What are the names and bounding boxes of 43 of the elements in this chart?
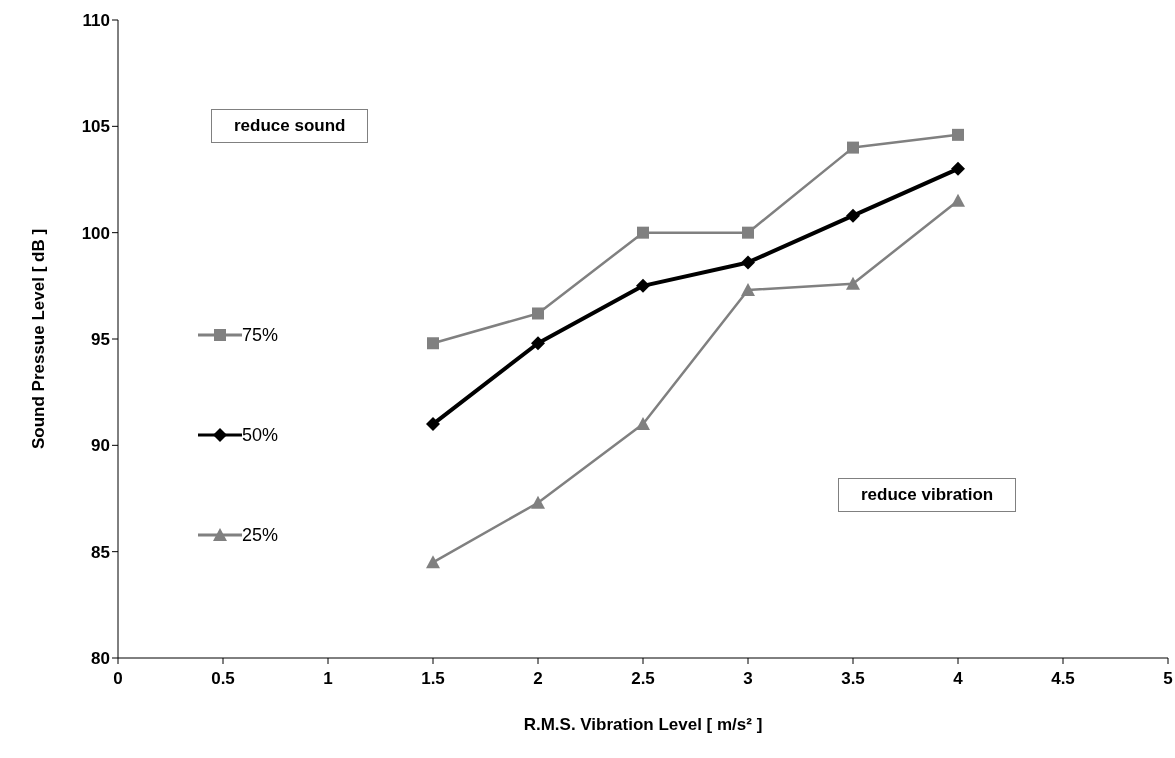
point (636, 417, 650, 431)
x-tick-label: 1.5 (421, 669, 445, 689)
x-tick-label: 4 (953, 669, 964, 689)
point (846, 208, 860, 223)
point (741, 255, 755, 270)
y-tick-label: 105 (81, 117, 110, 137)
point (426, 555, 440, 569)
point (426, 417, 440, 432)
point (531, 336, 545, 351)
point (951, 161, 965, 176)
annotation: reduce sound (211, 109, 369, 143)
point (951, 193, 965, 207)
legend-label: 50% (242, 424, 279, 446)
x-tick-label: 1 (323, 669, 333, 689)
point (531, 495, 545, 509)
x-tick-label: 3 (743, 669, 753, 689)
point (637, 226, 649, 239)
point (741, 283, 755, 297)
annotation: reduce vibration (838, 478, 1017, 512)
x-tick-label: 2 (533, 669, 543, 689)
x-axis-title: R.M.S. Vibration Level [ m/s² ] (523, 715, 763, 734)
point (742, 226, 754, 239)
point (847, 141, 859, 154)
y-tick-label: 90 (91, 436, 110, 456)
point (952, 128, 964, 141)
point (427, 337, 439, 350)
point (532, 307, 544, 320)
x-tick-label: 4.5 (1051, 669, 1075, 689)
y-tick-label: 110 (82, 11, 110, 31)
legend-label: 75% (242, 324, 279, 346)
x-tick-label: 2.5 (631, 669, 655, 689)
y-tick-label: 80 (91, 649, 110, 669)
point (636, 278, 650, 293)
y-tick-label: 100 (81, 223, 110, 243)
point (846, 276, 860, 290)
y-tick-label: 95 (91, 330, 110, 350)
x-tick-label: 0 (113, 669, 123, 689)
legend-label: 25% (242, 524, 279, 546)
x-tick-label: 0.5 (211, 669, 235, 689)
x-tick-label: 5 (1163, 669, 1173, 689)
y-tick-label: 85 (91, 542, 110, 562)
y-axis-title: Sound Pressue Level [ dB ] (29, 228, 49, 450)
x-tick-label: 3.5 (841, 669, 865, 689)
